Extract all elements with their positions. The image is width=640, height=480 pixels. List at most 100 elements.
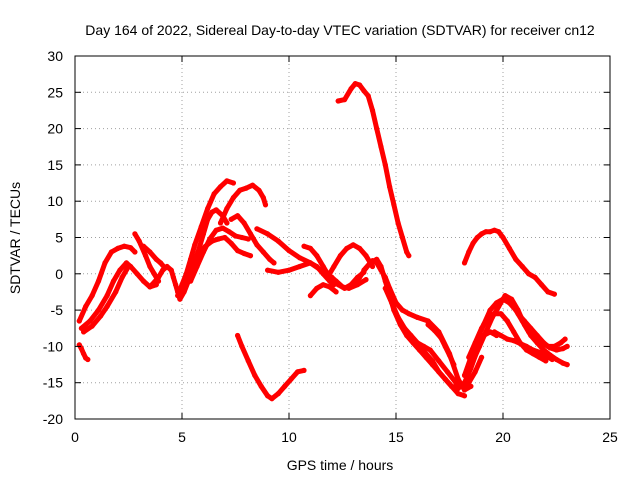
data-point	[350, 282, 356, 288]
data-point	[185, 267, 191, 273]
data-point	[239, 343, 245, 349]
data-point	[217, 184, 224, 190]
data-point	[543, 358, 549, 364]
data-point	[81, 329, 87, 335]
data-point	[104, 293, 110, 299]
data-point	[357, 245, 363, 251]
data-point	[226, 229, 232, 235]
y-tick-label: -20	[43, 411, 63, 427]
data-point	[436, 369, 442, 375]
data-point	[504, 318, 510, 324]
data-point	[491, 329, 497, 335]
data-point	[230, 195, 236, 201]
data-point	[483, 229, 489, 235]
data-point	[89, 323, 95, 329]
data-point	[502, 293, 508, 299]
data-point	[265, 267, 271, 273]
data-point	[491, 227, 497, 233]
data-point	[429, 358, 435, 364]
data-point	[357, 82, 363, 88]
data-point	[361, 88, 367, 94]
data-point	[113, 289, 119, 295]
series-track-10	[188, 225, 251, 284]
data-point	[140, 243, 147, 249]
data-point	[455, 385, 461, 392]
data-point	[549, 356, 555, 363]
data-point	[147, 249, 153, 255]
series-track-9	[177, 235, 253, 295]
data-point	[222, 234, 228, 241]
data-point	[267, 256, 273, 262]
data-point	[399, 234, 405, 241]
data-point	[511, 329, 517, 335]
data-point	[247, 253, 254, 259]
data-point	[241, 250, 247, 257]
data-point	[560, 360, 566, 366]
data-point	[382, 278, 388, 284]
x-tick-label: 20	[495, 429, 511, 445]
data-point	[78, 346, 84, 352]
data-point	[260, 249, 266, 255]
chart-title: Day 164 of 2022, Sidereal Day-to-day VTE…	[85, 22, 595, 38]
data-point	[466, 249, 472, 255]
data-point	[483, 329, 489, 335]
data-point	[528, 325, 534, 331]
data-point	[526, 271, 532, 277]
data-point	[333, 289, 339, 295]
grid-lines	[75, 56, 610, 419]
y-axis-title: SDTVAR / TECUs	[7, 182, 23, 294]
data-point	[551, 291, 558, 297]
data-point	[498, 311, 504, 317]
data-point	[363, 253, 369, 259]
series-track-29	[491, 329, 555, 362]
data-point	[235, 248, 241, 254]
data-point	[528, 332, 534, 339]
data-point	[461, 380, 468, 386]
data-point	[517, 340, 523, 347]
data-point	[83, 303, 89, 310]
data-point	[562, 336, 568, 342]
data-point	[173, 282, 179, 288]
data-point	[104, 303, 110, 310]
data-point	[391, 202, 397, 208]
data-point	[352, 81, 358, 87]
data-point	[132, 249, 138, 255]
data-point	[534, 340, 540, 346]
data-point	[485, 314, 491, 320]
data-point	[224, 220, 230, 226]
data-point	[538, 282, 545, 288]
data-point	[252, 372, 258, 378]
data-point	[117, 267, 123, 273]
data-point	[444, 369, 450, 375]
data-point	[217, 220, 224, 226]
data-point	[342, 97, 348, 103]
data-point	[361, 267, 367, 273]
data-point	[357, 274, 363, 280]
series-track-2	[76, 243, 138, 324]
data-point	[431, 327, 438, 333]
data-point	[320, 263, 326, 270]
data-point	[515, 307, 521, 313]
data-point	[558, 340, 564, 346]
y-tick-label: 0	[55, 266, 63, 282]
data-point	[436, 358, 442, 364]
data-point	[241, 220, 247, 226]
data-point	[95, 278, 102, 284]
x-axis-title: GPS time / hours	[287, 457, 394, 473]
data-point	[301, 367, 307, 373]
data-point	[530, 347, 536, 353]
data-point	[194, 263, 200, 270]
data-point	[265, 231, 271, 237]
data-point	[220, 225, 226, 231]
x-tick-label: 5	[178, 429, 186, 445]
data-point	[536, 354, 543, 360]
data-point	[170, 274, 176, 280]
data-point	[553, 356, 560, 363]
data-point	[479, 354, 485, 360]
data-point	[190, 260, 196, 266]
data-point	[254, 226, 260, 232]
data-point	[297, 263, 303, 270]
data-point	[143, 253, 149, 259]
data-point	[470, 240, 476, 246]
data-point	[160, 267, 166, 273]
